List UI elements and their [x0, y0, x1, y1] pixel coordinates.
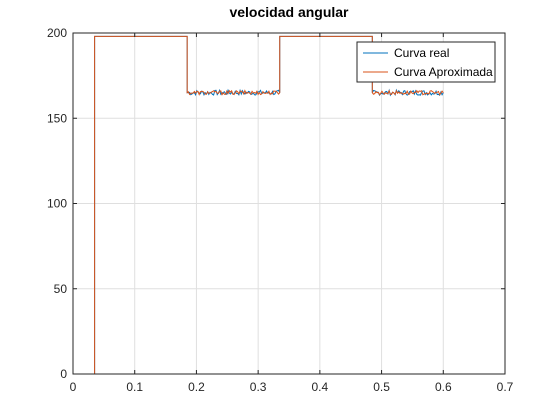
y-tick-label: 100 — [47, 197, 67, 211]
legend-box — [356, 41, 496, 83]
y-tick-label: 200 — [47, 26, 67, 40]
legend-label-curva-real: Curva real — [394, 46, 449, 60]
legend[interactable]: Curva real Curva Aproximada — [356, 41, 496, 83]
x-tick-label: 0.2 — [188, 380, 205, 394]
legend-label-curva-aproximada: Curva Aproximada — [394, 65, 493, 79]
x-tick-label: 0.6 — [435, 380, 452, 394]
y-tick-label: 0 — [60, 367, 67, 381]
x-tick-label: 0.7 — [497, 380, 514, 394]
x-tick-label: 0.4 — [312, 380, 329, 394]
x-tick-label: 0.5 — [373, 380, 390, 394]
y-tick-label: 150 — [47, 111, 67, 125]
x-tick-label: 0.1 — [126, 380, 143, 394]
ticks: 0 0.1 0.2 0.3 0.4 0.5 0.6 0.7 0 50 100 150 200 — [47, 26, 514, 394]
series-line-curva-aproximada — [73, 35, 444, 375]
chart-title: velocidad angular — [229, 4, 349, 20]
series-layer — [73, 35, 444, 375]
grid — [73, 33, 505, 374]
x-tick-label: 0 — [70, 380, 77, 394]
x-tick-label: 0.3 — [250, 380, 267, 394]
y-tick-label: 50 — [54, 282, 68, 296]
